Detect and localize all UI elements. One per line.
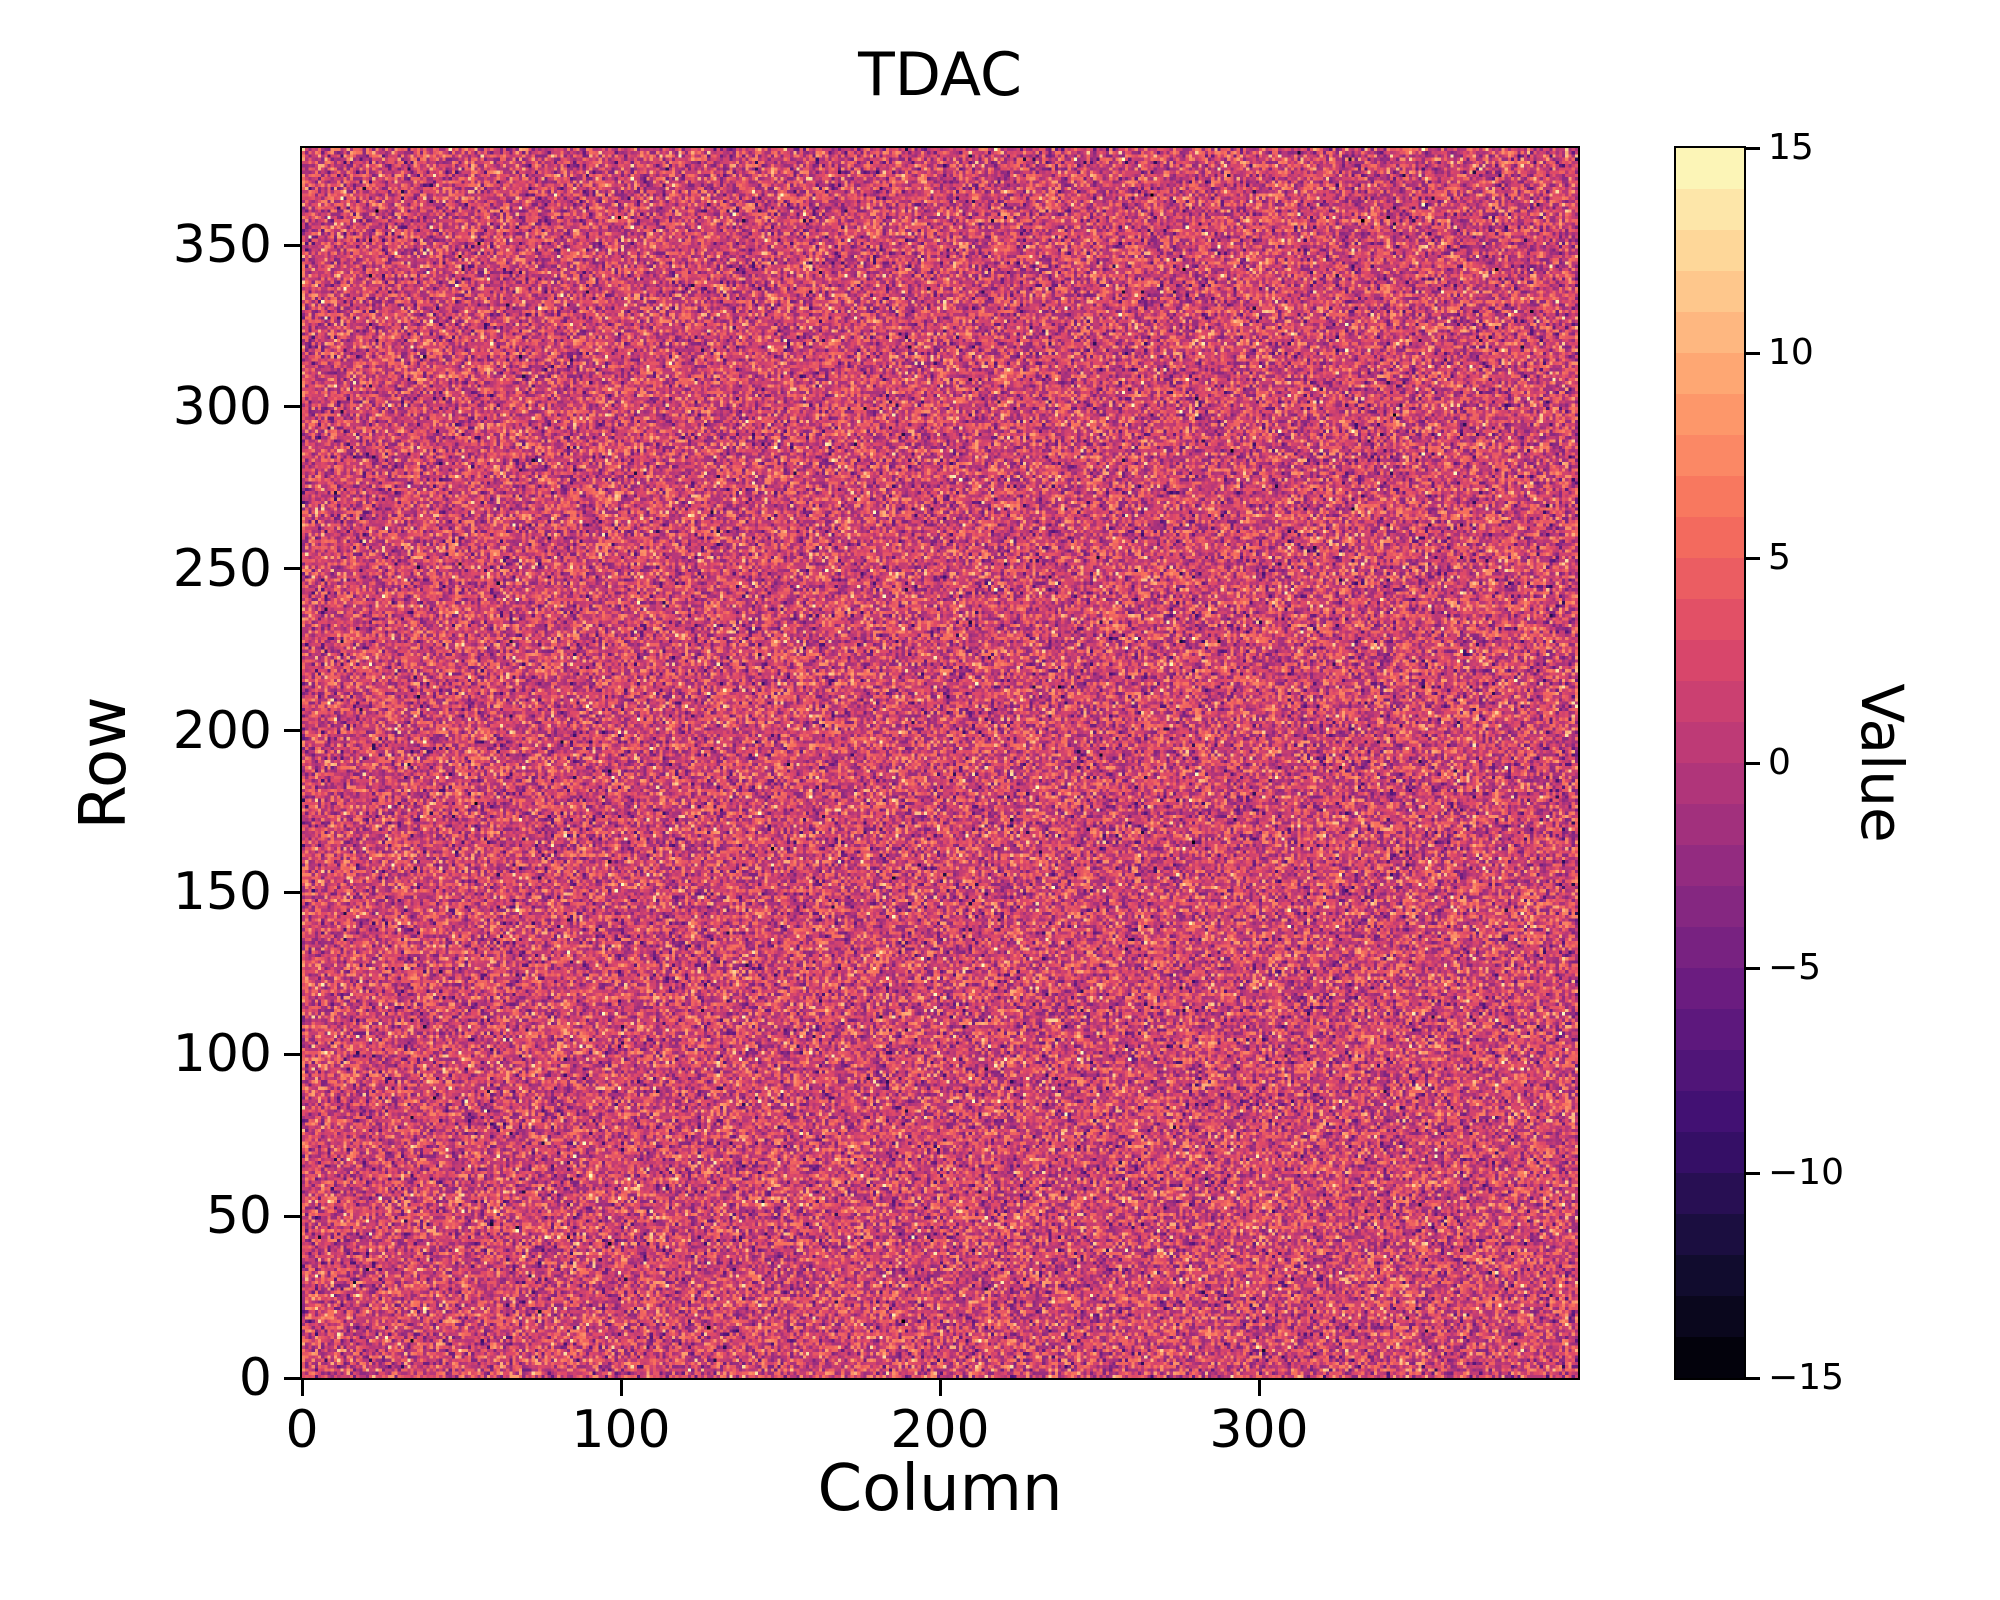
colorbar-tick-mark <box>1746 556 1760 560</box>
x-tick-label: 300 <box>1209 1400 1309 1460</box>
y-tick-mark <box>284 567 300 571</box>
chart-title: TDAC <box>858 40 1022 110</box>
colorbar-label: Value <box>1848 683 1916 843</box>
colorbar-tick-label: −10 <box>1768 1152 1844 1193</box>
x-tick-mark <box>1257 1380 1261 1396</box>
x-tick-label: 0 <box>285 1400 319 1460</box>
heatmap-canvas <box>302 148 1578 1378</box>
colorbar-tick-mark <box>1746 1376 1760 1380</box>
colorbar-tick-label: −15 <box>1768 1357 1844 1398</box>
y-tick-mark <box>284 1376 300 1380</box>
x-tick-mark <box>619 1380 623 1396</box>
x-tick-label: 200 <box>890 1400 990 1460</box>
colorbar-canvas <box>1676 148 1744 1378</box>
y-tick-label: 350 <box>172 215 272 276</box>
y-tick-label: 250 <box>172 538 272 599</box>
y-tick-mark <box>284 729 300 733</box>
colorbar-tick-mark <box>1746 966 1760 970</box>
y-tick-label: 50 <box>205 1186 272 1247</box>
y-tick-label: 150 <box>172 862 272 923</box>
colorbar-tick-mark <box>1746 1171 1760 1175</box>
colorbar-tick-label: 15 <box>1768 127 1814 168</box>
colorbar-tick-mark <box>1746 761 1760 765</box>
x-tick-mark <box>300 1380 304 1396</box>
x-tick-mark <box>938 1380 942 1396</box>
colorbar-tick-label: −5 <box>1768 947 1822 988</box>
x-tick-label: 100 <box>571 1400 671 1460</box>
y-tick-label: 200 <box>172 700 272 761</box>
colorbar-tick-mark <box>1746 351 1760 355</box>
y-tick-mark <box>284 405 300 409</box>
y-tick-mark <box>284 890 300 894</box>
y-tick-label: 0 <box>238 1348 272 1408</box>
colorbar <box>1676 148 1744 1378</box>
y-tick-mark <box>284 1052 300 1056</box>
colorbar-tick-mark <box>1746 146 1760 150</box>
y-axis-label: Row <box>67 696 141 830</box>
colorbar-tick-label: 10 <box>1768 332 1814 373</box>
x-axis-label: Column <box>817 1452 1063 1526</box>
y-tick-mark <box>284 243 300 247</box>
y-tick-label: 100 <box>172 1024 272 1085</box>
y-tick-label: 300 <box>172 376 272 437</box>
colorbar-tick-label: 0 <box>1768 742 1791 783</box>
plot-area <box>302 148 1578 1378</box>
y-tick-mark <box>284 1214 300 1218</box>
colorbar-tick-label: 5 <box>1768 537 1791 578</box>
